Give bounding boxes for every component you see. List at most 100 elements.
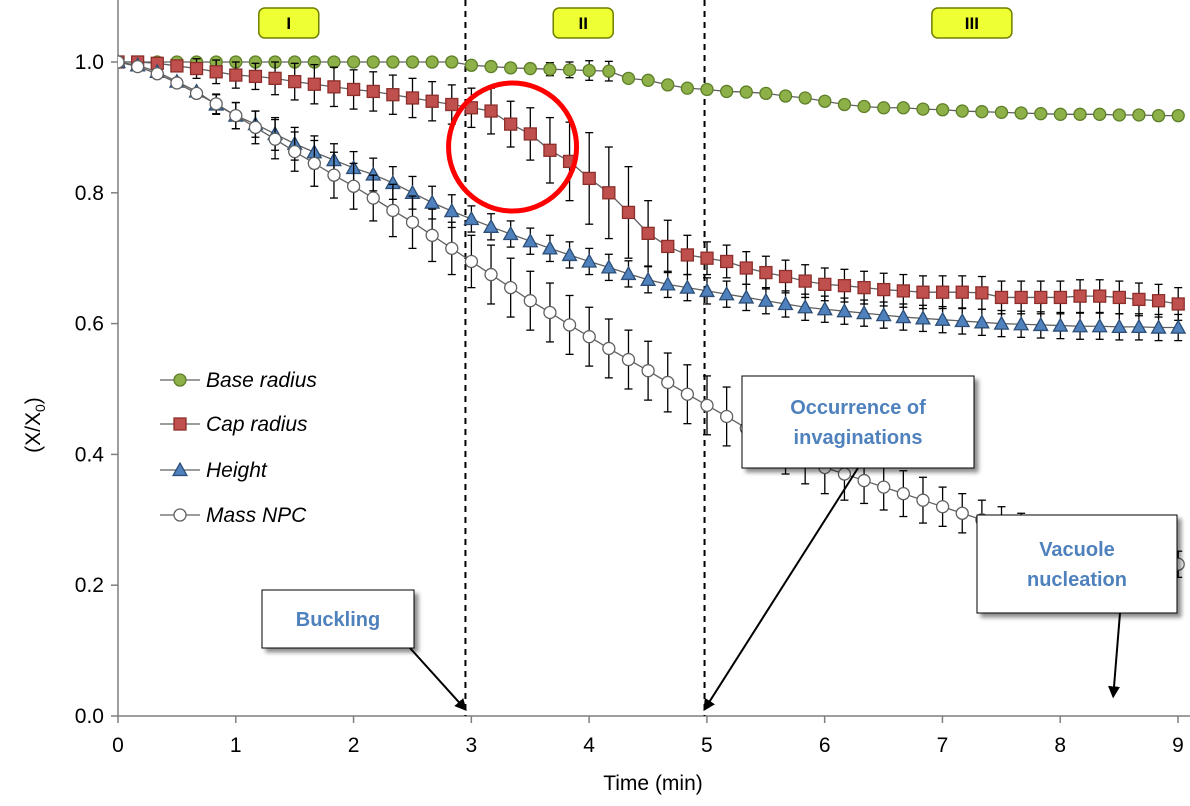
data-point (719, 84, 734, 99)
data-point (679, 279, 696, 294)
phase-label-box (552, 7, 614, 39)
data-point (1052, 317, 1069, 332)
data-point (543, 62, 557, 76)
data-point (777, 295, 794, 311)
data-point (1073, 107, 1087, 121)
data-point (1034, 290, 1048, 305)
x-axis-title: Time (min) (603, 772, 703, 795)
data-point (170, 59, 184, 73)
data-point (857, 280, 871, 295)
data-point (386, 88, 400, 102)
data-point (346, 55, 361, 69)
data-point (896, 284, 910, 298)
data-point (229, 108, 243, 123)
phase-label: I (286, 14, 291, 33)
data-point (640, 271, 657, 286)
data-point (738, 289, 755, 304)
data-point (327, 55, 341, 69)
data-point (955, 104, 969, 118)
data-point (797, 299, 814, 314)
data-point (837, 97, 852, 112)
data-point (700, 251, 714, 265)
data-point (757, 292, 774, 307)
data-point (307, 77, 321, 91)
data-point (346, 179, 361, 193)
data-point (739, 261, 753, 275)
callout-arrow (409, 647, 467, 711)
data-point (935, 103, 950, 117)
data-point (914, 310, 931, 325)
data-point (818, 94, 832, 108)
data-point (522, 232, 539, 248)
data-point (150, 67, 164, 81)
x-tick-label: 6 (819, 734, 831, 757)
y-tick-label: 0.4 (75, 443, 105, 466)
data-point (1053, 107, 1068, 121)
data-point (268, 71, 282, 85)
data-point (502, 225, 519, 241)
data-point (581, 253, 598, 268)
data-point (118, 55, 125, 69)
data-point (916, 102, 930, 116)
callout-box (976, 514, 1178, 614)
x-tick-label: 8 (1054, 734, 1066, 757)
data-point (680, 248, 695, 262)
data-point (1170, 319, 1187, 334)
data-point (739, 85, 753, 99)
data-point (1093, 289, 1107, 303)
data-point (1091, 317, 1108, 333)
data-point (856, 304, 873, 320)
data-point (1132, 292, 1146, 307)
data-point (857, 473, 871, 488)
data-point (483, 218, 500, 233)
data-point (541, 240, 558, 255)
data-point (994, 105, 1009, 120)
data-point (935, 285, 950, 299)
data-point (405, 91, 420, 105)
data-point (600, 259, 617, 274)
callout: Buckling (261, 589, 467, 711)
data-point (994, 290, 1009, 305)
data-point (818, 277, 832, 292)
data-point (975, 105, 989, 119)
data-point (719, 254, 734, 269)
callout-text: Vacuole (1039, 539, 1115, 561)
legend-marker (171, 461, 189, 477)
x-tick-label: 2 (348, 734, 360, 757)
data-point (954, 312, 971, 328)
data-point (1072, 317, 1089, 333)
legend-label: Mass NPC (206, 504, 307, 527)
data-point (386, 203, 400, 218)
data-point (621, 205, 636, 220)
callout-text: nucleation (1027, 569, 1127, 591)
data-point (543, 305, 557, 320)
series-cap-radius (118, 55, 1185, 321)
data-point (248, 120, 263, 135)
data-point (582, 330, 596, 344)
callout-box (741, 375, 975, 469)
legend-label: Base radius (206, 369, 317, 392)
data-point (523, 294, 537, 308)
data-point (1130, 318, 1147, 334)
data-point (602, 341, 616, 356)
data-point (445, 241, 459, 256)
phase-label-box (258, 7, 320, 39)
data-point (1014, 106, 1028, 120)
data-point (699, 282, 716, 298)
data-point (248, 69, 263, 84)
highlight-circle (446, 80, 580, 214)
data-point (582, 171, 596, 186)
data-point (993, 315, 1010, 330)
data-point (405, 215, 420, 229)
y-axis-title: (X/X0) (22, 397, 48, 453)
data-point (405, 55, 420, 69)
data-point (973, 314, 990, 329)
callout-text: invaginations (794, 427, 923, 449)
data-point (268, 132, 282, 146)
data-point (504, 117, 518, 131)
callout-box (261, 589, 415, 649)
data-point (641, 226, 655, 240)
data-point (1151, 294, 1166, 308)
callout-arrow (703, 467, 859, 712)
data-point (798, 274, 812, 288)
